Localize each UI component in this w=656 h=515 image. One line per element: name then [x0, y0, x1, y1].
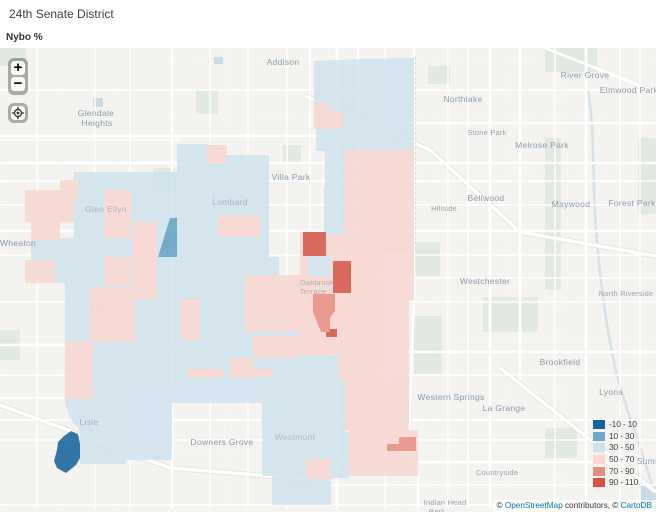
svg-text:North Riverside: North Riverside [599, 289, 654, 298]
svg-text:Heights: Heights [82, 118, 113, 128]
svg-text:Forest Park: Forest Park [608, 198, 656, 208]
svg-text:Park: Park [429, 507, 445, 512]
svg-text:Stone Park: Stone Park [467, 128, 506, 137]
svg-text:Elmwood Park: Elmwood Park [600, 85, 656, 95]
svg-text:Addison: Addison [267, 57, 300, 67]
svg-text:La Grange: La Grange [483, 403, 526, 413]
svg-text:Villa Park: Villa Park [272, 172, 311, 182]
svg-text:Brookfield: Brookfield [540, 357, 581, 367]
svg-text:Westmont: Westmont [275, 432, 316, 442]
svg-text:Countryside: Countryside [476, 468, 518, 477]
svg-text:Northlake: Northlake [443, 94, 482, 104]
svg-text:River Grove: River Grove [561, 70, 610, 80]
svg-text:Lombard: Lombard [212, 197, 248, 207]
svg-text:Hillside: Hillside [431, 204, 457, 213]
svg-text:Terrace: Terrace [300, 287, 326, 296]
svg-text:Glen Ellyn: Glen Ellyn [85, 204, 127, 214]
svg-text:Summit: Summit [637, 456, 656, 466]
svg-text:Indian Head: Indian Head [424, 498, 467, 507]
svg-text:Bellwood: Bellwood [468, 193, 505, 203]
svg-text:Wheaton: Wheaton [0, 238, 36, 248]
svg-text:Glendale: Glendale [78, 108, 114, 118]
svg-text:Oakbrook: Oakbrook [300, 278, 334, 287]
svg-text:Westchester: Westchester [460, 276, 510, 286]
svg-text:Western Springs: Western Springs [417, 392, 484, 402]
svg-text:Lisle: Lisle [80, 417, 99, 427]
svg-text:Melrose Park: Melrose Park [515, 140, 569, 150]
svg-text:Maywood: Maywood [552, 199, 590, 209]
svg-text:Downers Grove: Downers Grove [191, 437, 254, 447]
svg-text:Lyons: Lyons [599, 387, 623, 397]
